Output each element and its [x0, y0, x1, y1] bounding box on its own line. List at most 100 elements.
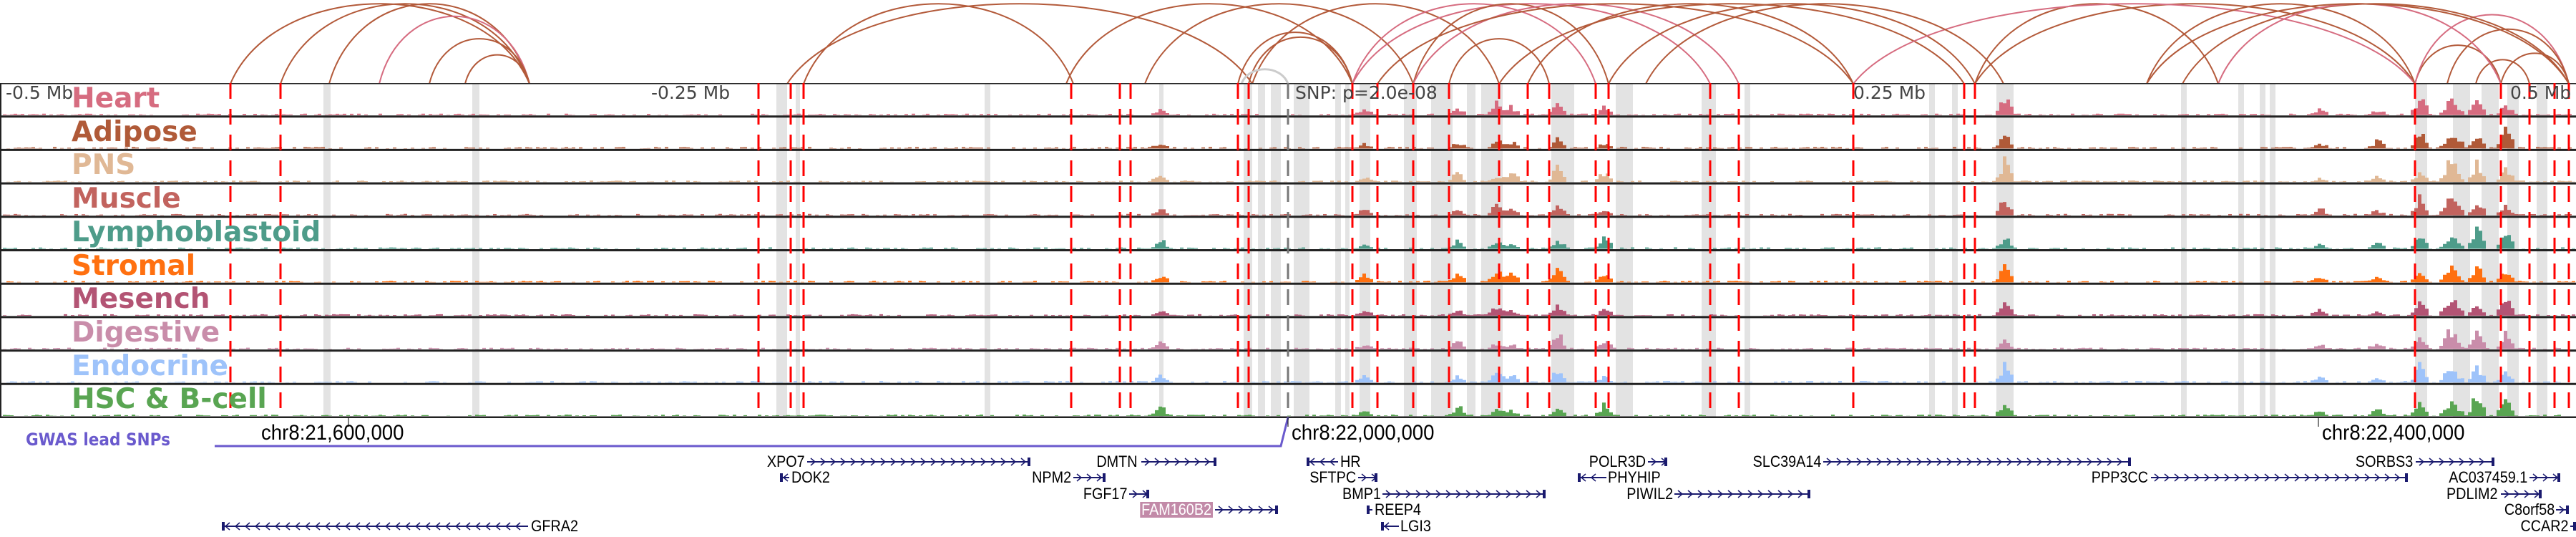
gene-label-phyhip[interactable]: PHYHIP — [1608, 468, 1661, 486]
strand-arrow-icon — [1966, 458, 1973, 466]
strand-arrow-icon — [1096, 473, 1103, 482]
strand-arrow-icon — [980, 458, 987, 466]
gene-label-dmtn[interactable]: DMTN — [1096, 453, 1138, 470]
gene-label-polr3d[interactable]: POLR3D — [1589, 453, 1646, 470]
strand-arrow-icon — [1319, 458, 1325, 466]
strand-arrow-icon — [1516, 490, 1522, 498]
exon — [1807, 490, 1810, 498]
loop-arc — [464, 54, 530, 84]
axis-label-left-mid: -0.25 Mb — [651, 82, 731, 103]
strand-arrow-icon — [1886, 458, 1893, 466]
gene-label-gfra2[interactable]: GFRA2 — [531, 517, 579, 535]
strand-arrow-icon — [294, 522, 301, 531]
strand-arrow-icon — [254, 522, 260, 531]
strand-arrow-icon — [1697, 490, 1704, 498]
strand-arrow-icon — [1258, 505, 1264, 514]
strand-arrow-icon — [454, 522, 461, 531]
signal-tracks — [0, 83, 2576, 418]
strand-arrow-icon — [224, 522, 230, 531]
strand-arrow-icon — [950, 458, 957, 466]
axis-label-center-snp: SNP: p=2.0e-08 — [1295, 82, 1438, 103]
gene-label-ppp3cc[interactable]: PPP3CC — [2091, 468, 2148, 486]
strand-arrow-icon — [1475, 490, 1482, 498]
strand-arrow-icon — [1580, 473, 1586, 482]
gene-label-bmp1[interactable]: BMP1 — [1342, 485, 1381, 503]
signal-track-0 — [3, 98, 2572, 115]
strand-arrow-icon — [2184, 473, 2190, 482]
strand-arrow-icon — [2334, 473, 2341, 482]
strand-arrow-icon — [1496, 490, 1502, 498]
gene-label-lgi3[interactable]: LGI3 — [1400, 517, 1431, 535]
coordinate-label: chr8:22,000,000 — [1292, 421, 1435, 445]
strand-arrow-icon — [2479, 458, 2485, 466]
gene-label-piwil2[interactable]: PIWIL2 — [1626, 485, 1673, 503]
gene-label-npm2[interactable]: NPM2 — [1031, 468, 1071, 486]
strand-arrow-icon — [2294, 473, 2301, 482]
strand-arrow-icon — [1777, 490, 1784, 498]
loop-arc — [2146, 3, 2416, 84]
strand-arrow-icon — [2344, 473, 2351, 482]
gene-label-xpo7[interactable]: XPO7 — [767, 453, 805, 470]
strand-arrow-icon — [1000, 458, 1007, 466]
strand-arrow-icon — [870, 458, 877, 466]
gene-label-slc39a14[interactable]: SLC39A14 — [1752, 453, 1821, 470]
gene-label-pdlim2[interactable]: PDLIM2 — [2446, 485, 2497, 503]
strand-arrow-icon — [820, 458, 826, 466]
strand-arrow-icon — [1896, 458, 1903, 466]
track-label-endocrine: Endocrine — [72, 349, 229, 382]
signal-track-5 — [6, 264, 2575, 283]
exon — [222, 522, 225, 531]
strand-arrow-icon — [1268, 505, 1274, 514]
exon — [1275, 505, 1278, 514]
loop-arc — [2182, 3, 2570, 84]
strand-arrow-icon — [2077, 458, 2083, 466]
axis-label-left: -0.5 Mb — [6, 82, 74, 103]
loop-arc — [1974, 3, 2416, 84]
strand-arrow-icon — [384, 522, 391, 531]
strand-arrow-icon — [2459, 458, 2465, 466]
strand-arrow-icon — [514, 522, 521, 531]
strand-arrow-icon — [990, 458, 997, 466]
gene-label-dok2[interactable]: DOK2 — [791, 468, 830, 486]
exon — [2573, 522, 2576, 531]
gene-label-c8orf58[interactable]: C8orf58 — [2504, 500, 2555, 518]
gene-label-fgf17[interactable]: FGF17 — [1083, 485, 1127, 503]
strand-arrow-icon — [1747, 490, 1754, 498]
strand-arrow-icon — [920, 458, 927, 466]
strand-arrow-icon — [2524, 490, 2530, 498]
exon — [1578, 473, 1581, 482]
strand-arrow-icon — [960, 458, 967, 466]
gene-label-hr[interactable]: HR — [1340, 453, 1361, 470]
strand-arrow-icon — [284, 522, 291, 531]
loop-arc — [1853, 3, 2416, 84]
gene-label-sftpc[interactable]: SFTPC — [1309, 468, 1356, 486]
gene-label-ac037459-1[interactable]: AC037459.1 — [2448, 468, 2527, 486]
strand-arrow-icon — [2244, 473, 2250, 482]
gene-label-reep4[interactable]: REEP4 — [1375, 500, 1421, 518]
strand-arrow-icon — [2194, 473, 2200, 482]
loop-arc — [1974, 3, 2219, 84]
loop-arc — [230, 3, 530, 84]
exon — [2492, 458, 2494, 466]
gene-label-ccar2[interactable]: CCAR2 — [2520, 517, 2569, 535]
strand-arrow-icon — [1164, 458, 1171, 466]
strand-arrow-icon — [1787, 490, 1794, 498]
strand-arrow-icon — [2469, 458, 2475, 466]
gene-label-fam160b2[interactable]: FAM160B2 — [1140, 500, 1213, 518]
strand-arrow-icon — [364, 522, 371, 531]
strand-arrow-icon — [1329, 458, 1335, 466]
strand-arrow-icon — [1142, 490, 1148, 498]
strand-arrow-icon — [324, 522, 331, 531]
strand-arrow-icon — [1455, 490, 1462, 498]
loop-arc — [2475, 59, 2530, 84]
strand-arrow-icon — [1184, 458, 1191, 466]
strand-arrow-icon — [1536, 490, 1542, 498]
axis-label-right-mid: 0.25 Mb — [1853, 82, 1926, 103]
strand-arrow-icon — [2559, 505, 2565, 514]
strand-arrow-icon — [2504, 490, 2510, 498]
coordinate-label: chr8:22,400,000 — [2322, 421, 2465, 445]
strand-arrow-icon — [1826, 458, 1833, 466]
signal-track-9 — [3, 398, 2561, 416]
gene-label-sorbs3[interactable]: SORBS3 — [2355, 453, 2413, 470]
strand-arrow-icon — [900, 458, 907, 466]
